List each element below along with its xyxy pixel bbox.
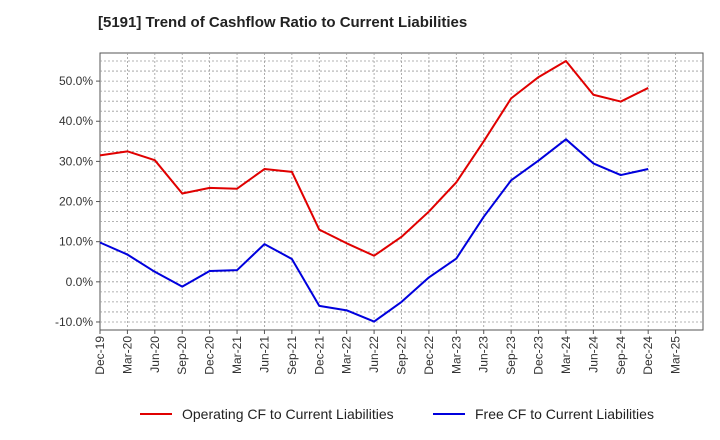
series-lines	[99, 60, 649, 323]
x-tick-label: Jun-21	[257, 336, 271, 373]
y-tick-label: 30.0%	[59, 154, 93, 168]
y-tick-label: 50.0%	[59, 74, 93, 88]
y-tick-label: -10.0%	[55, 315, 93, 329]
x-tick-label: Jun-22	[367, 336, 381, 373]
x-tick-label: Mar-23	[449, 336, 463, 374]
x-tick-label: Jun-20	[148, 336, 162, 373]
x-tick-label: Dec-19	[93, 336, 107, 375]
chart-title: [5191] Trend of Cashflow Ratio to Curren…	[98, 14, 468, 31]
y-tick-label: 0.0%	[66, 275, 94, 289]
operating-cf-line	[99, 60, 649, 257]
x-tick-label: Sep-24	[614, 336, 628, 375]
y-tick-label: 20.0%	[59, 195, 93, 209]
x-tick-label: Sep-23	[504, 336, 518, 375]
legend: Operating CF to Current Liabilities Free …	[140, 406, 654, 422]
x-axis: Dec-19 Mar-20 Jun-20 Sep-20 Dec-20 Mar-21 Jun-…	[93, 330, 683, 375]
grid	[100, 53, 703, 330]
x-tick-label: Sep-20	[175, 336, 189, 375]
x-tick-label: Mar-22	[340, 336, 354, 374]
x-tick-label: Sep-21	[285, 336, 299, 375]
x-tick-label: Mar-25	[669, 336, 683, 374]
x-tick-label: Mar-24	[559, 336, 573, 374]
y-tick-label: 10.0%	[59, 235, 93, 249]
x-tick-label: Dec-22	[422, 336, 436, 375]
x-tick-label: Dec-23	[532, 336, 546, 375]
x-tick-label: Sep-22	[395, 336, 409, 375]
x-tick-label: Mar-20	[120, 336, 134, 374]
x-tick-label: Jun-23	[477, 336, 491, 373]
x-tick-label: Dec-21	[312, 336, 326, 375]
x-tick-label: Jun-24	[586, 336, 600, 373]
legend-label: Free CF to Current Liabilities	[475, 406, 654, 422]
x-tick-label: Dec-20	[203, 336, 217, 375]
legend-label: Operating CF to Current Liabilities	[182, 406, 394, 422]
y-tick-label: 40.0%	[59, 114, 93, 128]
x-tick-label: Mar-21	[230, 336, 244, 374]
x-tick-label: Dec-24	[641, 336, 655, 375]
free-cf-line	[99, 138, 649, 323]
y-axis: -10.0% 0.0% 10.0% 20.0% 30.0% 40.0% 50.0%	[55, 74, 100, 329]
